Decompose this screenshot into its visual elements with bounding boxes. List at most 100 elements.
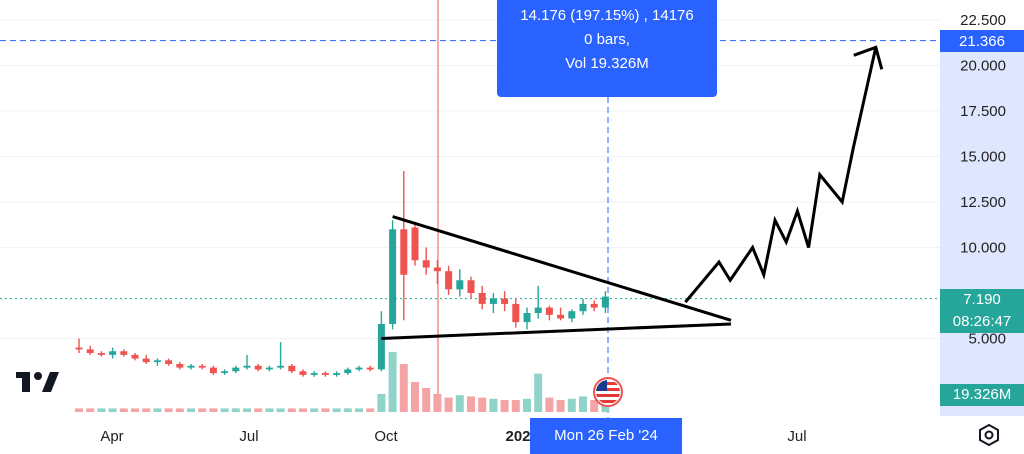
candle-body [187, 365, 195, 368]
trendline-upper [392, 215, 732, 322]
volume-bar [545, 397, 554, 412]
volume-bar [243, 408, 251, 412]
volume-bar [579, 396, 587, 412]
volume-bar [75, 408, 83, 412]
volume-bar [97, 408, 106, 412]
drawings [381, 45, 884, 340]
volume-bar [355, 408, 363, 412]
volume-bar [467, 396, 475, 412]
x-tick-label-0: Apr [100, 428, 123, 445]
last-price-tag: 7.190 [940, 289, 1024, 311]
crosshair-tooltip: 14.176 (197.15%) , 14176 0 bars, Vol 19.… [497, 0, 717, 97]
candle-body [579, 303, 587, 312]
candle-body [523, 313, 531, 323]
candle-body [86, 349, 94, 354]
price-axis-highlight [940, 40, 1024, 416]
volume-bar [377, 394, 386, 412]
candle-body [277, 365, 285, 368]
volume-bar [444, 397, 453, 412]
candle-body [590, 303, 598, 308]
volume-bar [388, 352, 397, 412]
candle-body [109, 351, 117, 355]
volume-tag: 19.326M [940, 384, 1024, 406]
candle-body [568, 311, 576, 319]
candle-body [198, 365, 206, 368]
candle-body [389, 229, 397, 324]
volume-bar [523, 398, 531, 412]
candle-body [254, 365, 262, 370]
candle-body [478, 293, 486, 304]
countdown-tag: 08:26:47 [940, 311, 1024, 333]
candle-body [400, 229, 408, 275]
candle-body [601, 296, 609, 308]
candle-body [176, 363, 184, 368]
projection-arrowhead [853, 45, 884, 70]
candle-body [355, 367, 363, 370]
crosshair-price-tag: 21.366 [940, 30, 1024, 52]
y-tick-label-5: 10.000 [960, 240, 1006, 257]
y-tick-label-4: 12.500 [960, 194, 1006, 211]
x-tick-label-1: Jul [239, 428, 258, 445]
volume-bar [366, 408, 375, 412]
y-tick-label-1: 20.000 [960, 58, 1006, 75]
settings-icon[interactable] [978, 424, 1000, 446]
volume-bar [332, 408, 341, 412]
volume-bar [343, 408, 352, 412]
y-tick-label-3: 15.000 [960, 149, 1006, 166]
volume-bar [590, 400, 599, 412]
volume-bar [411, 382, 419, 412]
candle-body [153, 360, 161, 363]
us-flag-icon[interactable] [593, 377, 623, 407]
x-tick-label-3: 202 [505, 428, 530, 445]
volume-bar [478, 397, 487, 412]
volume-bar [198, 408, 207, 412]
candle-body [120, 351, 128, 355]
volume-bar [287, 408, 296, 412]
candle-body [422, 260, 430, 268]
volume-bar [511, 400, 520, 412]
volume-bar [399, 364, 408, 412]
volume-bar [254, 408, 263, 412]
crosshair-date-tag: Mon 26 Feb '24 [530, 418, 682, 454]
x-tick-label-2: Oct [374, 428, 398, 445]
volume-bar [231, 408, 240, 412]
candle-body [310, 373, 318, 375]
volume-bar [153, 408, 162, 412]
volume-bar [86, 408, 95, 412]
volume-bar [131, 408, 139, 412]
volume-bar [433, 394, 442, 412]
volume-bar [187, 408, 195, 412]
volume-bar [489, 398, 498, 412]
candle-body [377, 323, 385, 370]
candle-body [411, 227, 419, 261]
candle-body [131, 354, 139, 359]
candle-body [265, 367, 273, 370]
candle-body [512, 303, 520, 323]
volume-bar [142, 408, 151, 412]
volume-bar [299, 408, 307, 412]
projection-path [684, 46, 878, 304]
tooltip-bars-line: 0 bars, [584, 31, 630, 48]
volume-bar [567, 398, 576, 412]
volume-bar [220, 408, 229, 412]
candle-body [75, 347, 83, 350]
volume-bar [175, 408, 184, 412]
candle-body [299, 371, 307, 375]
volume-bar [108, 408, 117, 412]
volume-bar [455, 395, 464, 412]
volume-bar [265, 408, 274, 412]
candle-body [243, 365, 251, 368]
tradingview-logo-icon [16, 372, 59, 392]
candle-body [489, 298, 497, 304]
candle-body [321, 373, 329, 375]
volume-bar [534, 373, 543, 412]
candle-body [545, 307, 553, 315]
trendline-lower [381, 322, 732, 340]
candle-body [501, 298, 509, 304]
candle-body [534, 307, 542, 314]
candle-body [209, 367, 217, 374]
candle-body [433, 267, 441, 272]
volume-bar [164, 408, 173, 412]
candle-body [288, 365, 296, 372]
